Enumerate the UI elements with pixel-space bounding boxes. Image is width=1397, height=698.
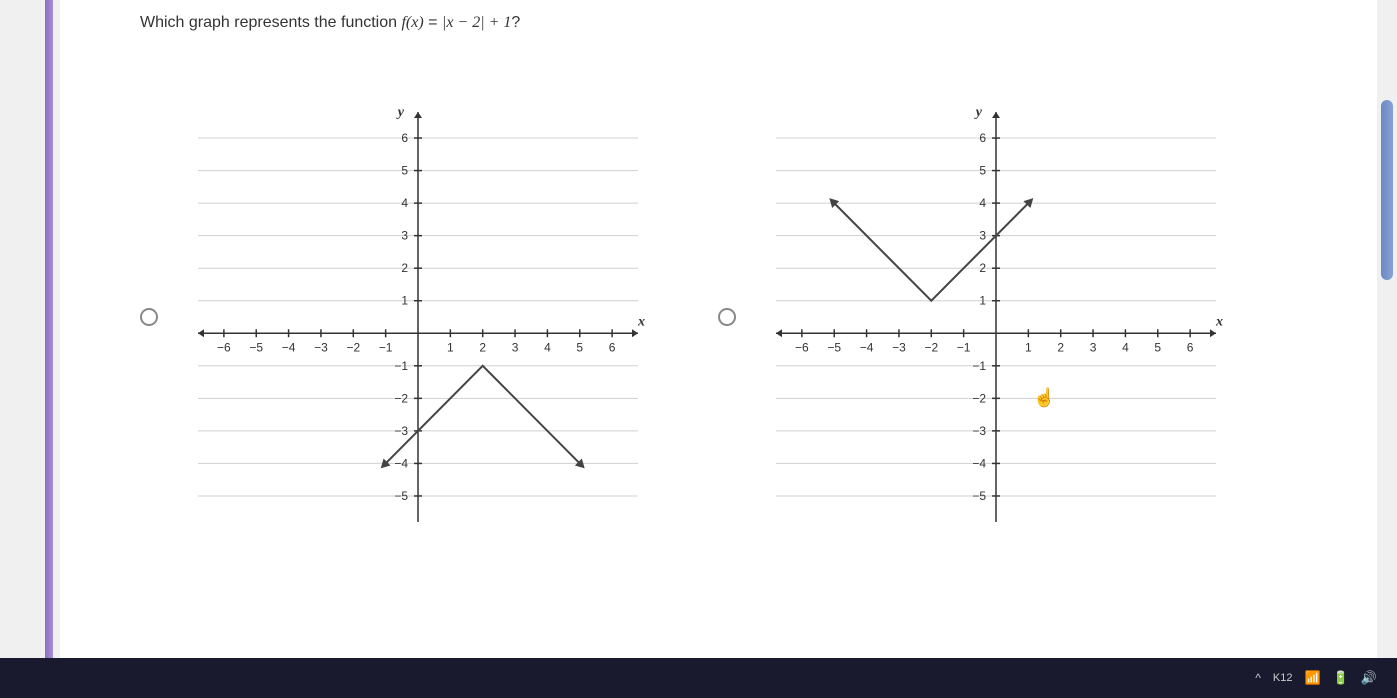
svg-text:−1: −1 bbox=[379, 340, 393, 354]
svg-text:−2: −2 bbox=[972, 391, 986, 405]
question-prefix: Which graph represents the function bbox=[140, 14, 401, 31]
svg-text:6: 6 bbox=[979, 131, 986, 145]
option-a: −6 −5 −4 −3 −2 −1 1 2 3 4 5 6 1 2 3 4 5 6 −1 −2 −3 −4 −5 x y bbox=[140, 92, 658, 542]
svg-text:2: 2 bbox=[401, 261, 408, 275]
graph-a-svg: −6 −5 −4 −3 −2 −1 1 2 3 4 5 6 1 2 3 4 5 6 −1 −2 −3 −4 −5 x y bbox=[178, 92, 658, 542]
svg-text:−3: −3 bbox=[314, 340, 328, 354]
svg-text:−5: −5 bbox=[249, 340, 263, 354]
graph-b-axes: −6 −5 −4 −3 −2 −1 1 2 3 4 5 6 1 2 3 4 5 6 −1 −2 −3 −4 −5 x y bbox=[776, 105, 1223, 522]
svg-text:1: 1 bbox=[979, 294, 986, 308]
k12-label[interactable]: K12 bbox=[1273, 672, 1293, 684]
graph-a-container: −6 −5 −4 −3 −2 −1 1 2 3 4 5 6 1 2 3 4 5 6 −1 −2 −3 −4 −5 x y bbox=[178, 92, 658, 542]
scrollbar[interactable] bbox=[1381, 100, 1393, 280]
svg-text:−1: −1 bbox=[394, 359, 408, 373]
taskbar: ^ K12 📶 🔋 🔊 bbox=[0, 658, 1397, 698]
svg-text:y: y bbox=[396, 105, 405, 120]
svg-text:−6: −6 bbox=[217, 340, 231, 354]
graph-b-svg: −6 −5 −4 −3 −2 −1 1 2 3 4 5 6 1 2 3 4 5 6 −1 −2 −3 −4 −5 x y bbox=[756, 92, 1236, 542]
svg-text:−2: −2 bbox=[924, 340, 938, 354]
svg-text:−1: −1 bbox=[972, 359, 986, 373]
volume-icon[interactable]: 🔊 bbox=[1361, 670, 1377, 686]
svg-text:3: 3 bbox=[401, 229, 408, 243]
svg-text:6: 6 bbox=[609, 340, 616, 354]
svg-text:2: 2 bbox=[479, 340, 486, 354]
svg-text:−4: −4 bbox=[282, 340, 296, 354]
svg-text:−4: −4 bbox=[972, 456, 986, 470]
svg-text:−4: −4 bbox=[860, 340, 874, 354]
svg-text:2: 2 bbox=[979, 261, 986, 275]
radio-option-b[interactable] bbox=[718, 308, 736, 326]
svg-text:1: 1 bbox=[447, 340, 454, 354]
svg-text:−5: −5 bbox=[394, 489, 408, 503]
graph-a-axes: −6 −5 −4 −3 −2 −1 1 2 3 4 5 6 1 2 3 4 5 6 −1 −2 −3 −4 −5 x y bbox=[198, 105, 645, 522]
function-eq: = bbox=[424, 14, 442, 31]
svg-text:5: 5 bbox=[576, 340, 583, 354]
option-b: −6 −5 −4 −3 −2 −1 1 2 3 4 5 6 1 2 3 4 5 6 −1 −2 −3 −4 −5 x y ☝ bbox=[718, 92, 1236, 542]
svg-text:−4: −4 bbox=[394, 456, 408, 470]
battery-icon[interactable]: 🔋 bbox=[1333, 670, 1349, 686]
svg-text:1: 1 bbox=[1025, 340, 1032, 354]
svg-text:x: x bbox=[1215, 314, 1223, 329]
svg-text:4: 4 bbox=[1122, 340, 1129, 354]
svg-text:1: 1 bbox=[401, 294, 408, 308]
svg-text:−3: −3 bbox=[972, 424, 986, 438]
radio-option-a[interactable] bbox=[140, 308, 158, 326]
svg-text:−6: −6 bbox=[795, 340, 809, 354]
cursor-icon: ☝ bbox=[1033, 388, 1055, 409]
graph-b-plot bbox=[829, 198, 1033, 301]
wifi-icon[interactable]: 📶 bbox=[1304, 670, 1320, 686]
question-text: Which graph represents the function f(x)… bbox=[140, 14, 1297, 32]
svg-text:−1: −1 bbox=[957, 340, 971, 354]
graph-b-container: −6 −5 −4 −3 −2 −1 1 2 3 4 5 6 1 2 3 4 5 6 −1 −2 −3 −4 −5 x y ☝ bbox=[756, 92, 1236, 542]
function-lhs: f(x) bbox=[401, 14, 423, 31]
svg-text:3: 3 bbox=[512, 340, 519, 354]
graphs-row: −6−5−4−3−2−1123456123456−1−2−3−4−5xy −6−… bbox=[140, 92, 1297, 542]
svg-text:−3: −3 bbox=[892, 340, 906, 354]
svg-text:5: 5 bbox=[401, 164, 408, 178]
svg-text:5: 5 bbox=[1154, 340, 1161, 354]
svg-text:−2: −2 bbox=[346, 340, 360, 354]
left-accent-bar bbox=[45, 0, 53, 658]
svg-text:4: 4 bbox=[401, 196, 408, 210]
svg-text:−2: −2 bbox=[394, 391, 408, 405]
svg-text:3: 3 bbox=[1090, 340, 1097, 354]
content-area: Which graph represents the function f(x)… bbox=[60, 0, 1377, 658]
question-suffix: ? bbox=[511, 14, 520, 31]
svg-text:6: 6 bbox=[1187, 340, 1194, 354]
svg-text:6: 6 bbox=[401, 131, 408, 145]
svg-text:−5: −5 bbox=[972, 489, 986, 503]
function-rhs: |x − 2| + 1 bbox=[442, 14, 512, 31]
svg-text:2: 2 bbox=[1057, 340, 1064, 354]
svg-text:4: 4 bbox=[544, 340, 551, 354]
svg-text:y: y bbox=[974, 105, 983, 120]
tray-up-icon[interactable]: ^ bbox=[1255, 671, 1261, 685]
svg-text:3: 3 bbox=[979, 229, 986, 243]
svg-text:x: x bbox=[637, 314, 645, 329]
svg-text:−5: −5 bbox=[827, 340, 841, 354]
svg-text:−3: −3 bbox=[394, 424, 408, 438]
graph-a-plot bbox=[381, 366, 585, 469]
svg-text:4: 4 bbox=[979, 196, 986, 210]
svg-text:5: 5 bbox=[979, 164, 986, 178]
